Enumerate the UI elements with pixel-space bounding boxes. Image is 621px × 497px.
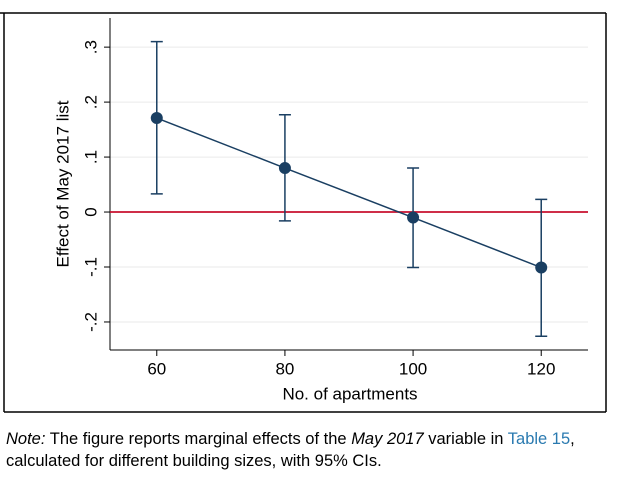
y-tick-label: 0 xyxy=(81,207,100,216)
x-tick-label: 100 xyxy=(399,359,427,378)
y-tick-label: .2 xyxy=(81,95,100,109)
x-tick-label: 60 xyxy=(147,359,166,378)
point xyxy=(278,162,291,175)
point xyxy=(535,261,548,274)
chart: No. of apartments Effect of May 2017 lis… xyxy=(0,12,607,413)
y-tick-label: -.1 xyxy=(81,257,100,277)
x-tick-label: 80 xyxy=(275,359,294,378)
point xyxy=(407,211,420,224)
note: Note: The figure reports marginal effect… xyxy=(6,428,618,472)
note-text: variable in xyxy=(428,430,504,448)
point xyxy=(150,112,163,125)
line xyxy=(156,117,542,269)
y-tick-label: .1 xyxy=(81,150,100,164)
y-axis-title: Effect of May 2017 list xyxy=(53,100,72,267)
table-link[interactable]: Table 15 xyxy=(507,430,571,448)
x-tick-label: 120 xyxy=(527,359,555,378)
note-text: , calculated for different building size… xyxy=(6,430,575,470)
note-italic: May 2017 xyxy=(351,430,424,448)
y-tick-label: .3 xyxy=(81,40,100,54)
x-axis-title: No. of apartments xyxy=(282,384,417,403)
y-tick-label: -.2 xyxy=(81,312,100,332)
note-label: Note: xyxy=(6,430,46,448)
note-text: The figure reports marginal effects of t… xyxy=(49,430,347,448)
